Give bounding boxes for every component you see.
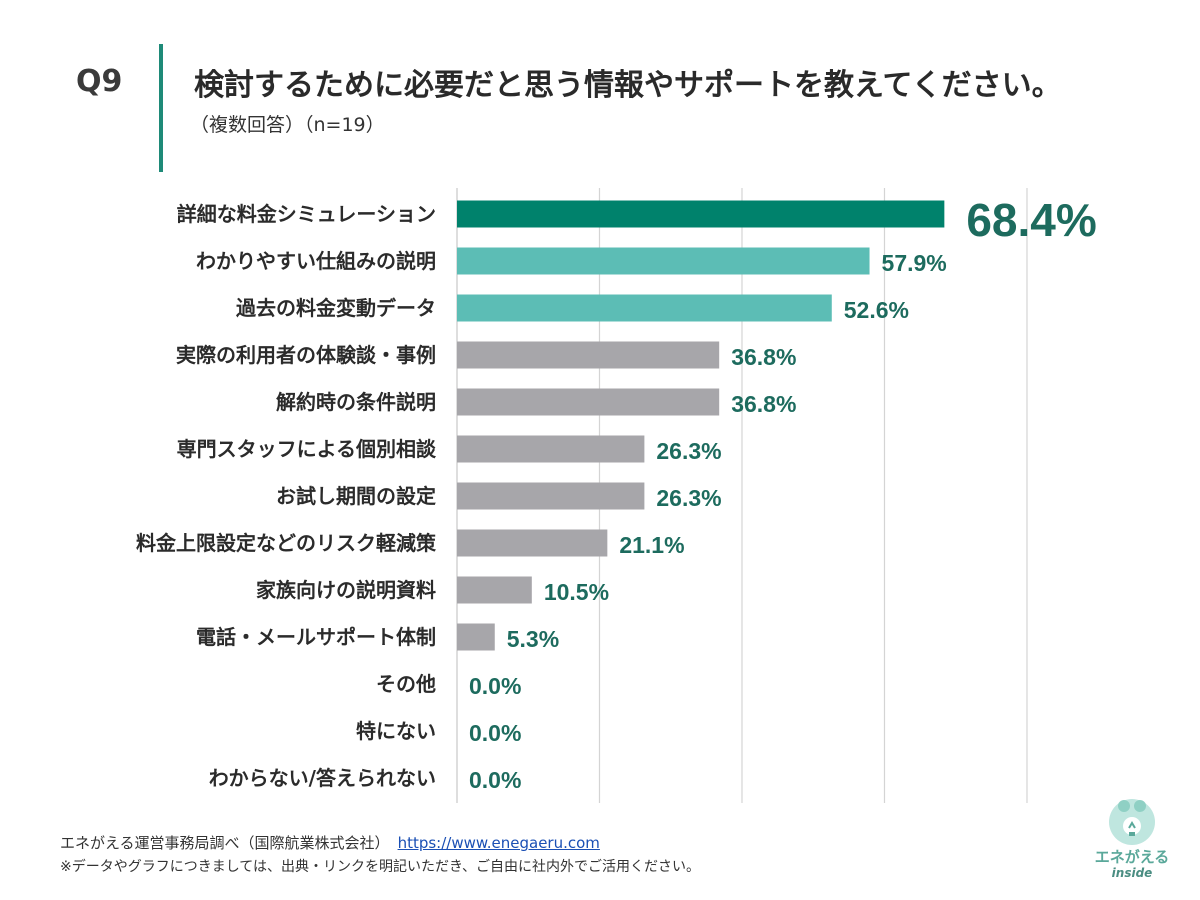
category-label: その他 (376, 672, 436, 696)
bar (457, 247, 870, 275)
page-subtitle: （複数回答）（n=19） (190, 114, 385, 136)
category-label: お試し期間の設定 (276, 484, 436, 508)
question-number: Q9 (76, 64, 123, 99)
value-label: 36.8% (731, 391, 796, 417)
category-label: 特にない (356, 719, 436, 743)
category-label: 専門スタッフによる個別相談 (177, 437, 437, 461)
source-link[interactable]: https://www.enegaeru.com (397, 834, 600, 852)
value-label: 57.9% (882, 250, 947, 276)
value-label: 26.3% (656, 485, 721, 511)
value-label: 0.0% (469, 673, 521, 699)
bar (457, 482, 645, 510)
category-label: わからない/答えられない (209, 766, 436, 790)
category-label: わかりやすい仕組みの説明 (196, 249, 436, 273)
value-label: 36.8% (731, 344, 796, 370)
source-line: エネがえる運営事務局調べ（国際航業株式会社） https://www.enegae… (60, 832, 600, 853)
source-text: エネがえる運営事務局調べ（国際航業株式会社） (60, 834, 390, 852)
bar (457, 623, 495, 651)
value-label: 21.1% (619, 532, 684, 558)
logo-sub: inside (1111, 866, 1153, 880)
bar (457, 435, 645, 463)
bar (457, 576, 532, 604)
category-label: 解約時の条件説明 (276, 390, 436, 414)
category-label: 詳細な料金シミュレーション (177, 202, 436, 226)
value-label: 52.6% (844, 297, 909, 323)
category-label: 電話・メールサポート体制 (196, 625, 436, 649)
bar (457, 388, 720, 416)
bar (457, 294, 832, 322)
title-divider (159, 44, 163, 172)
category-label: 過去の料金変動データ (236, 296, 436, 320)
value-label: 68.4% (966, 194, 1096, 246)
value-label: 0.0% (469, 720, 521, 746)
logo: エネがえる inside (1084, 796, 1180, 886)
category-label: 料金上限設定などのリスク軽減策 (136, 531, 437, 555)
category-label: 家族向けの説明資料 (256, 578, 436, 602)
value-label: 5.3% (507, 626, 559, 652)
logo-name: エネがえる (1094, 848, 1170, 866)
value-label: 26.3% (656, 438, 721, 464)
value-label: 0.0% (469, 767, 521, 793)
value-label: 10.5% (544, 579, 609, 605)
logo-mascot-icon (1109, 799, 1155, 845)
category-label: 実際の利用者の体験談・事例 (176, 343, 436, 367)
usage-note: ※データやグラフにつきましては、出典・リンクを明記いただき、ご自由に社内外でご活… (60, 859, 701, 875)
bar (457, 529, 608, 557)
bar (457, 341, 720, 369)
page-title: 検討するために必要だと思う情報やサポートを教えてください。 (194, 68, 1062, 103)
bar (457, 200, 945, 228)
